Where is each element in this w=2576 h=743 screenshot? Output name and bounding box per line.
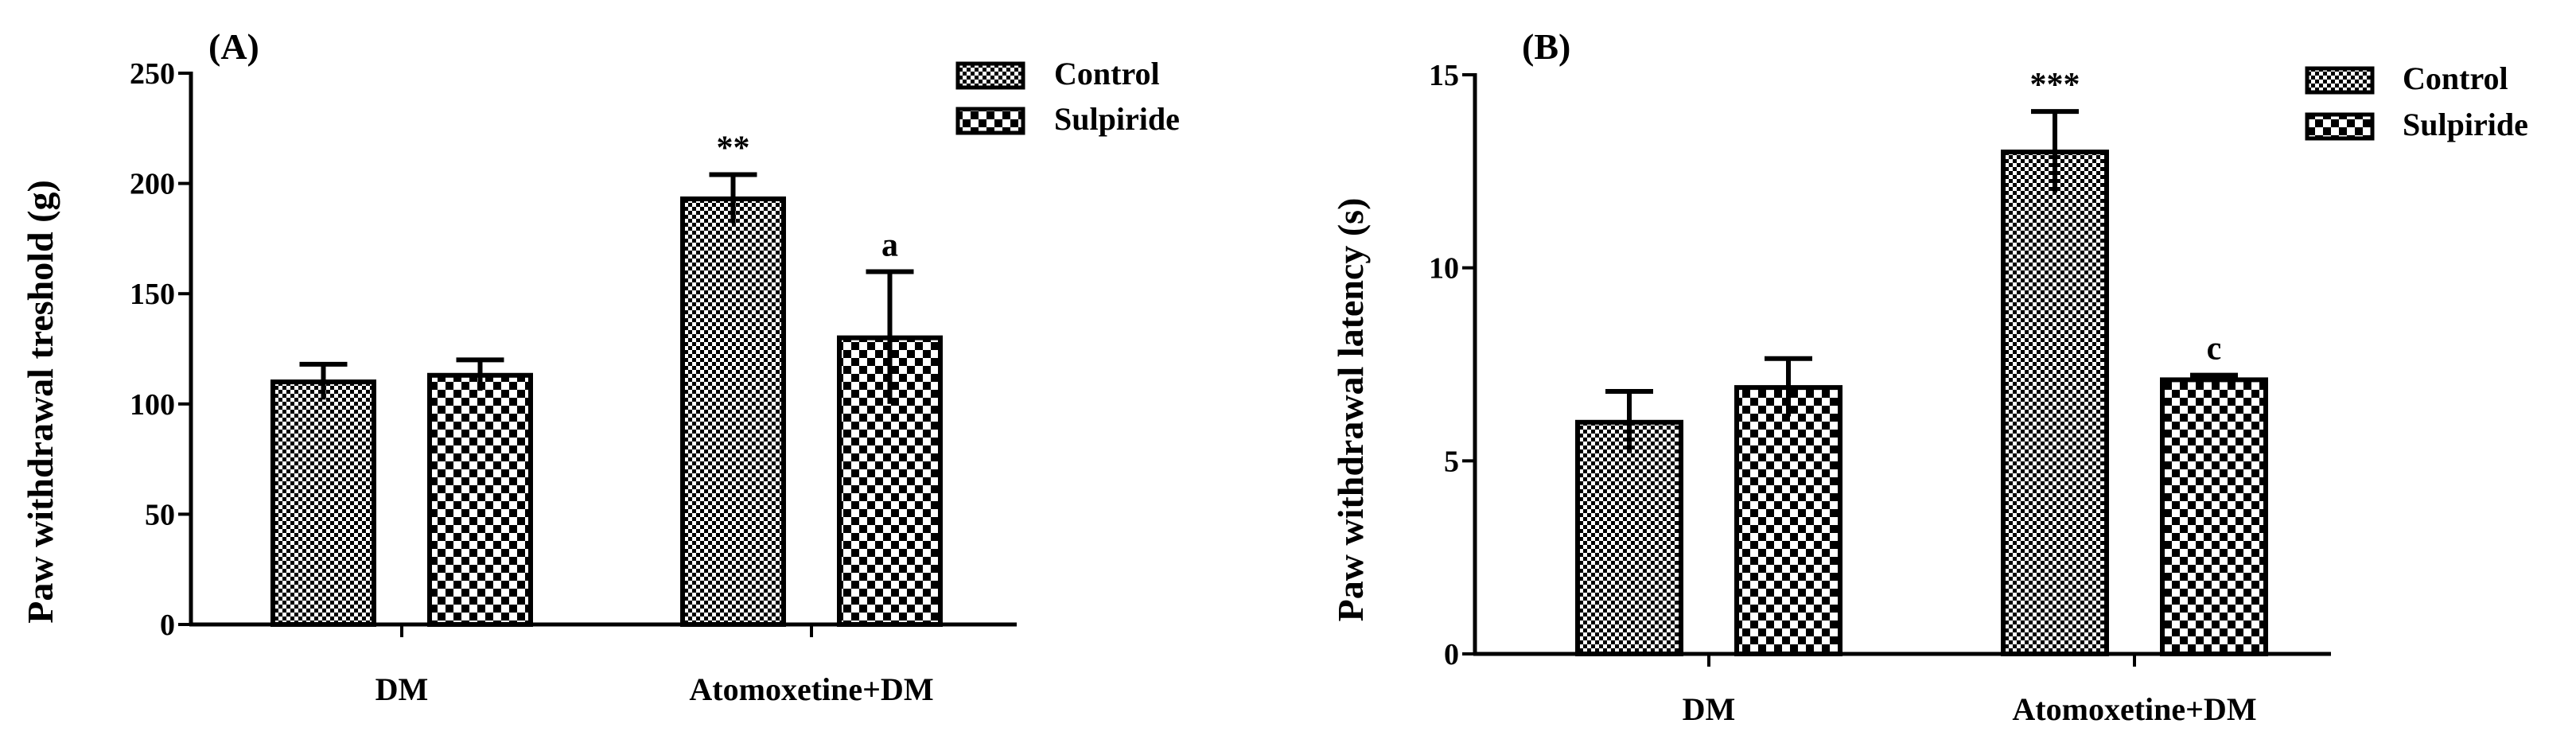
panel-label: (A) [208,26,259,67]
bar [1734,385,1843,656]
significance-label: a [881,227,898,263]
legend-swatch-control [955,61,1025,90]
legend-label-control: Control [1054,56,1160,91]
y-tick-label: 150 [130,278,175,311]
y-tick-label: 10 [1429,252,1459,286]
y-tick-label: 200 [130,168,175,201]
panel-label: (B) [1522,26,1570,67]
y-tick-label: 250 [130,57,175,91]
bars: *** c [1575,67,2268,657]
x-tick-label: Atomoxetine+DM [2012,691,2256,727]
x-tick-label: DM [1683,691,1736,727]
significance-label: c [2207,331,2222,368]
bar [680,196,786,627]
x-tick-label: Atomoxetine+DM [689,671,933,707]
y-axis-label: Paw withdrawal latency (s) [1330,198,1371,622]
y-tick-label: 15 [1429,59,1459,92]
legend-label-control: Control [2403,60,2508,96]
panel-b: (B) Paw withdrawal latency (s) 0 5 10 15 DM A… [1330,26,2528,727]
bar [2001,150,2109,657]
legend-swatch-control [2305,66,2375,95]
significance-label: *** [2030,67,2080,103]
legend-swatch-sulpiride [955,107,1025,135]
legend: Control Sulpiride [2305,60,2528,142]
y-tick-label: 100 [130,388,175,422]
x-tick-label: DM [376,671,429,707]
legend: Control Sulpiride [955,56,1180,137]
legend-label-sulpiride: Sulpiride [2403,107,2528,142]
y-tick-label: 0 [160,609,175,642]
bar [270,379,376,627]
bar [2160,377,2268,656]
y-tick-label: 50 [145,498,175,531]
y-tick-label: 5 [1444,445,1459,478]
bars: ** a [270,130,943,627]
legend-label-sulpiride: Sulpiride [1054,101,1180,137]
y-axis-label: Paw withdrawal treshold (g) [20,180,60,624]
bar [427,372,533,627]
bar [1575,419,1683,656]
panel-a: (A) Paw withdrawal treshold (g) 0 50 100 15… [20,26,1180,707]
y-tick-label: 0 [1444,638,1459,671]
legend-swatch-sulpiride [2305,112,2375,141]
significance-label: ** [717,130,750,167]
